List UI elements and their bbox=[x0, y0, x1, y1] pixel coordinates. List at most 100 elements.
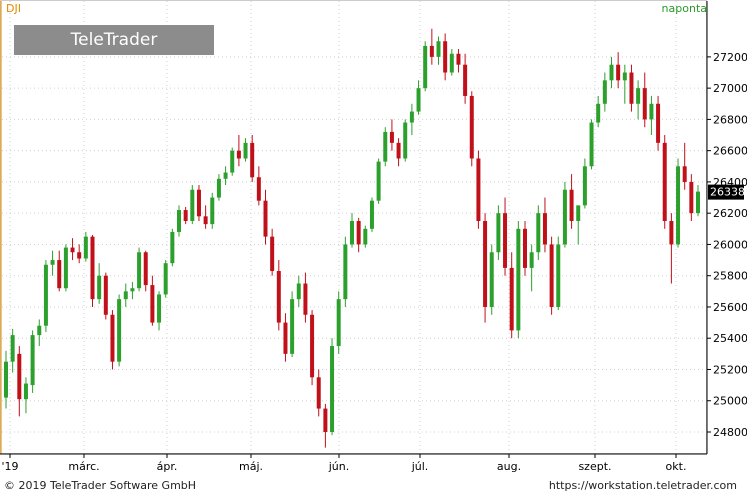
candle-body bbox=[270, 236, 275, 272]
interval-label[interactable]: naponta bbox=[661, 2, 707, 15]
candle-body bbox=[403, 122, 408, 159]
candle-body bbox=[276, 271, 281, 323]
y-tick-label: 27000 bbox=[713, 82, 747, 95]
candle-body bbox=[57, 260, 62, 289]
candle-body bbox=[576, 205, 581, 221]
candle-body bbox=[483, 220, 488, 307]
candle-body bbox=[10, 335, 15, 362]
candle-body bbox=[582, 166, 587, 206]
candle-body bbox=[316, 377, 321, 409]
candle-body bbox=[496, 213, 501, 253]
candle-body bbox=[662, 142, 667, 221]
candle-body bbox=[190, 189, 195, 221]
candle-body bbox=[183, 210, 188, 221]
candle-body bbox=[476, 158, 481, 221]
candle-body bbox=[157, 294, 162, 323]
candle-body bbox=[63, 247, 68, 289]
candle-body bbox=[423, 45, 428, 89]
candle-body bbox=[143, 252, 148, 286]
candle-body bbox=[622, 72, 627, 81]
candle-body bbox=[509, 267, 514, 331]
candle-body bbox=[696, 191, 700, 214]
candle-body bbox=[356, 220, 361, 245]
x-tick-label: szept. bbox=[578, 460, 611, 473]
candle-body bbox=[196, 189, 201, 217]
candle-body bbox=[656, 103, 661, 143]
candle-body bbox=[216, 178, 221, 198]
candle-body bbox=[556, 244, 561, 307]
x-axis: '19 márc. ápr. máj. jún. júl. aug. szept. okt. bbox=[1, 454, 686, 473]
candle-body bbox=[336, 299, 341, 347]
candle-body bbox=[529, 252, 534, 268]
candle-body bbox=[669, 220, 674, 245]
candle-body bbox=[50, 260, 55, 265]
symbol-label: DJI bbox=[6, 2, 21, 15]
candle-body bbox=[516, 228, 521, 331]
candle-body bbox=[103, 275, 108, 315]
candle-body bbox=[503, 213, 508, 268]
candle-body bbox=[236, 150, 241, 159]
y-tick-label: 24800 bbox=[713, 426, 747, 439]
website-link[interactable]: https://workstation.teletrader.com bbox=[548, 479, 737, 492]
candle-body bbox=[589, 122, 594, 167]
candle-body bbox=[369, 200, 374, 229]
candle-body bbox=[290, 299, 295, 354]
candle-body bbox=[303, 283, 308, 315]
candle-body bbox=[223, 172, 228, 179]
candle-body bbox=[203, 216, 208, 225]
x-tick-label: okt. bbox=[666, 460, 687, 473]
candle-body bbox=[449, 53, 454, 73]
candle-body bbox=[283, 322, 288, 354]
candle-body bbox=[117, 299, 122, 362]
candle-body bbox=[343, 244, 348, 300]
candle-body bbox=[549, 244, 554, 307]
candle-body bbox=[70, 247, 75, 253]
candle-body bbox=[609, 64, 614, 81]
candle-body bbox=[110, 314, 115, 362]
candle-body bbox=[636, 88, 641, 104]
candle-body bbox=[170, 231, 175, 264]
candle-body bbox=[416, 88, 421, 112]
candle-body bbox=[263, 200, 268, 237]
y-tick-label: 26000 bbox=[713, 238, 747, 251]
candle-body bbox=[97, 275, 102, 300]
candle-body bbox=[250, 142, 255, 178]
candle-body bbox=[469, 95, 474, 159]
candle-body bbox=[389, 131, 394, 143]
candle-body bbox=[542, 213, 547, 245]
last-price-tag: 26338 bbox=[708, 184, 745, 200]
candle-body bbox=[569, 189, 574, 221]
candle-body bbox=[463, 64, 468, 96]
candle-body bbox=[383, 131, 388, 162]
candle-body bbox=[77, 252, 82, 259]
candle-body bbox=[177, 210, 181, 232]
x-tick-label: aug. bbox=[497, 460, 521, 473]
candle-body bbox=[629, 72, 634, 104]
y-axis: 24800 25000 25200 25400 25600 25800 26000 26200… bbox=[707, 51, 747, 439]
y-tick-label: 26200 bbox=[713, 207, 747, 220]
candle-body bbox=[210, 197, 215, 225]
candle-body bbox=[150, 285, 155, 323]
x-tick-label: máj. bbox=[239, 460, 263, 473]
candle-body bbox=[243, 142, 248, 159]
candle-layer bbox=[4, 28, 700, 448]
y-tick-label: 25800 bbox=[713, 270, 747, 283]
candle-body bbox=[350, 220, 354, 245]
candle-body bbox=[4, 361, 8, 398]
candle-body bbox=[323, 408, 328, 432]
watermark-brand-light: TeleTrader bbox=[70, 30, 158, 50]
candle-body bbox=[443, 41, 448, 73]
workstation-watermark: TeleTrader WorkStation bbox=[14, 25, 214, 80]
candle-body bbox=[90, 236, 95, 300]
candle-body bbox=[689, 181, 694, 214]
candle-body bbox=[396, 142, 401, 159]
y-tick-label: 25000 bbox=[713, 395, 747, 408]
candle-body bbox=[376, 161, 381, 201]
candle-body bbox=[456, 53, 461, 65]
candle-body bbox=[363, 228, 368, 245]
candle-body bbox=[523, 228, 527, 268]
candle-body bbox=[642, 88, 647, 120]
candle-body bbox=[489, 252, 494, 307]
candle-body bbox=[596, 103, 601, 123]
candle-body bbox=[436, 41, 441, 57]
